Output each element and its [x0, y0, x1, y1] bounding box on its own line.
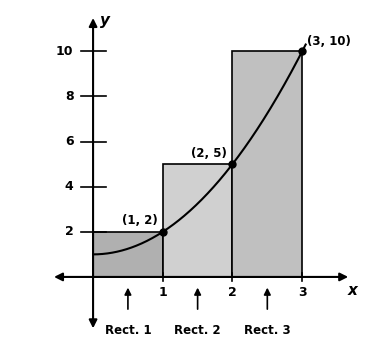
Text: 2: 2 — [228, 286, 237, 299]
Text: 6: 6 — [65, 135, 73, 148]
Text: 4: 4 — [65, 180, 73, 193]
Text: Rect. 1: Rect. 1 — [104, 324, 151, 337]
Text: 8: 8 — [65, 90, 73, 103]
Text: Rect. 3: Rect. 3 — [244, 324, 291, 337]
Text: (1, 2): (1, 2) — [123, 214, 158, 227]
Text: 1: 1 — [158, 286, 167, 299]
Text: x: x — [348, 282, 357, 297]
Bar — [93, 232, 163, 277]
Bar — [232, 51, 302, 277]
Bar — [163, 164, 232, 277]
Text: Rect. 2: Rect. 2 — [174, 324, 221, 337]
Text: (3, 10): (3, 10) — [307, 35, 351, 48]
Text: 2: 2 — [65, 225, 73, 238]
Text: 3: 3 — [298, 286, 307, 299]
Text: (2, 5): (2, 5) — [191, 147, 227, 160]
Text: y: y — [100, 13, 110, 28]
Text: 10: 10 — [56, 45, 73, 58]
